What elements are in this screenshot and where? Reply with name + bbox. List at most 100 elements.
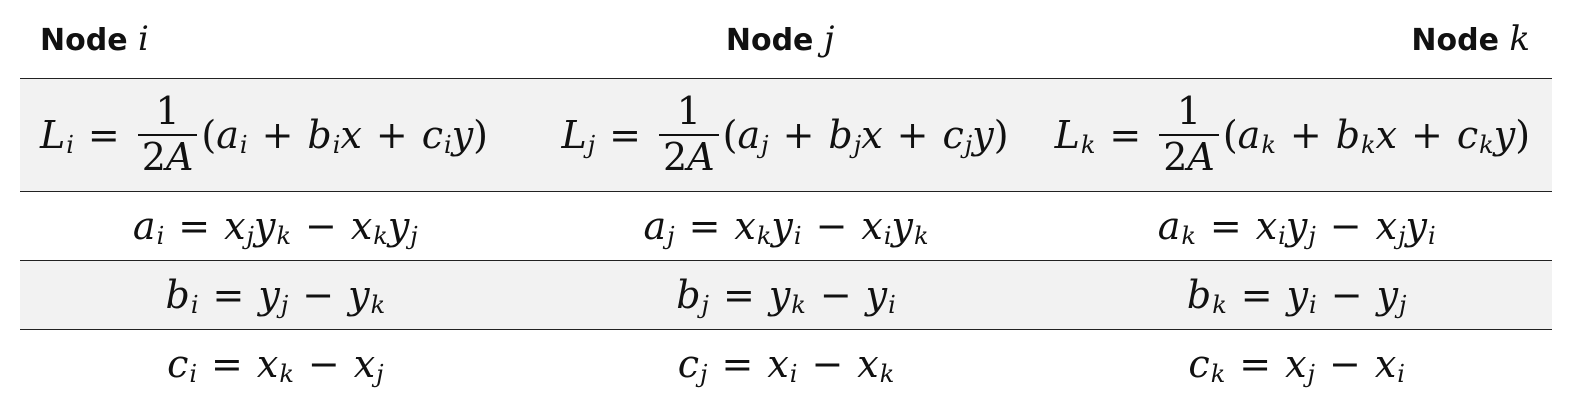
header-node-i: Node i bbox=[40, 19, 149, 59]
sym: b bbox=[828, 113, 853, 157]
header-label: Node bbox=[1411, 23, 1499, 58]
sub: i bbox=[156, 222, 165, 250]
sub: i bbox=[332, 131, 341, 159]
op: − bbox=[815, 204, 848, 248]
paren: ( bbox=[722, 113, 738, 157]
sub: k bbox=[370, 291, 386, 319]
sub: j bbox=[376, 360, 384, 388]
sub: k bbox=[1261, 131, 1276, 159]
sub: k bbox=[756, 222, 772, 250]
op: + bbox=[1411, 113, 1443, 157]
table-header: Node i Node j Node k bbox=[20, 0, 1552, 78]
sym: b bbox=[1335, 113, 1361, 157]
sub: j bbox=[667, 222, 675, 250]
denominator: 2A bbox=[138, 136, 198, 178]
sym: x bbox=[224, 204, 246, 248]
sub: i bbox=[190, 291, 199, 319]
denominator: 2A bbox=[1159, 136, 1219, 178]
op: = bbox=[212, 273, 245, 317]
op: = bbox=[1239, 342, 1272, 386]
sym: x bbox=[256, 342, 279, 386]
sym: y bbox=[1285, 204, 1308, 248]
sym: y bbox=[1405, 204, 1427, 248]
sub: j bbox=[853, 131, 862, 159]
op: = bbox=[1240, 273, 1273, 317]
rule-row3 bbox=[20, 329, 1552, 330]
op: + bbox=[896, 113, 929, 157]
sym: x bbox=[340, 113, 362, 157]
sym: A bbox=[687, 135, 715, 179]
sub: j bbox=[280, 291, 289, 319]
op: + bbox=[375, 113, 408, 157]
sub: k bbox=[1479, 131, 1494, 159]
op: − bbox=[811, 342, 844, 386]
sym: c bbox=[421, 113, 444, 157]
op: = bbox=[721, 342, 754, 386]
sub: k bbox=[879, 360, 895, 388]
sym: A bbox=[165, 135, 194, 179]
op: = bbox=[178, 204, 211, 248]
op: − bbox=[1328, 342, 1361, 386]
numerator: 1 bbox=[155, 89, 180, 134]
sym: L bbox=[1054, 113, 1080, 157]
paren: ) bbox=[1515, 113, 1531, 157]
sub: j bbox=[410, 222, 418, 250]
sym: x bbox=[861, 204, 883, 248]
sym: y bbox=[771, 204, 793, 248]
sub: j bbox=[761, 131, 769, 159]
sub: i bbox=[1278, 222, 1286, 250]
sym: y bbox=[891, 204, 913, 248]
sym: 2 bbox=[1163, 135, 1188, 179]
sub: j bbox=[246, 222, 254, 250]
op: − bbox=[1329, 204, 1362, 248]
denominator: 2A bbox=[659, 136, 719, 178]
header-node-j: Node j bbox=[726, 19, 835, 59]
sym: x bbox=[353, 342, 376, 386]
sym: x bbox=[350, 204, 373, 248]
op: − bbox=[307, 342, 340, 386]
sym: a bbox=[1237, 113, 1261, 157]
sub: j bbox=[1398, 222, 1406, 250]
op: = bbox=[1109, 113, 1142, 157]
sub: k bbox=[279, 360, 294, 388]
sub: i bbox=[888, 291, 896, 319]
op: = bbox=[87, 113, 120, 157]
op: = bbox=[688, 204, 721, 248]
sub: k bbox=[1080, 131, 1096, 159]
sym: a bbox=[1157, 204, 1181, 248]
sym: 2 bbox=[141, 135, 166, 179]
fraction: 1 2A bbox=[137, 89, 198, 178]
op: − bbox=[305, 204, 337, 248]
sub: j bbox=[701, 291, 709, 319]
rule-row2 bbox=[20, 260, 1552, 261]
sym: b bbox=[676, 273, 701, 317]
header-var: k bbox=[1509, 19, 1530, 59]
sym: 2 bbox=[663, 135, 688, 179]
sym: c bbox=[942, 113, 964, 157]
sym: A bbox=[1187, 135, 1215, 179]
sub: i bbox=[1309, 291, 1317, 319]
fraction: 1 2A bbox=[659, 89, 719, 178]
rule-top bbox=[20, 78, 1552, 79]
sub: i bbox=[793, 222, 802, 250]
sym: x bbox=[1255, 204, 1278, 248]
sym: c bbox=[1188, 342, 1210, 386]
sym: y bbox=[451, 113, 474, 157]
paren: ) bbox=[473, 113, 488, 157]
sub: k bbox=[1212, 291, 1227, 319]
sym: x bbox=[1375, 113, 1398, 157]
header-label: Node bbox=[40, 23, 128, 58]
op: = bbox=[722, 273, 755, 317]
fraction-bar bbox=[137, 134, 198, 136]
numerator: 1 bbox=[676, 89, 701, 134]
